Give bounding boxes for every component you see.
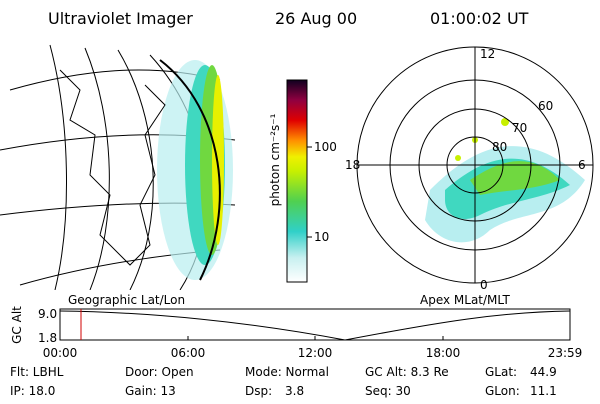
info: IP: 18.0	[10, 384, 55, 398]
lat-label: 70	[512, 121, 527, 135]
date: 26 Aug 00	[275, 9, 357, 28]
info: Gain: 13	[125, 384, 176, 398]
time: 01:00:02 UT	[430, 9, 529, 28]
alt-label: GC Alt	[10, 306, 24, 344]
mlt-label: 0	[480, 278, 488, 292]
caption: Geographic Lat/Lon	[68, 293, 185, 307]
info: GLat:	[485, 365, 517, 379]
info: Dsp:	[245, 384, 272, 398]
colorbar-tick: 10	[314, 230, 329, 244]
colorbar-label: photon cm⁻²s⁻¹	[268, 113, 282, 206]
info: Flt: LBHL	[10, 365, 64, 379]
lat-label: 60	[538, 99, 553, 113]
colorbar-tick: 100	[314, 140, 337, 154]
alt-tick: 9.0	[38, 307, 57, 321]
mlt-label: 6	[578, 158, 586, 172]
altitude-plot	[59, 308, 571, 341]
geographic-map	[0, 44, 236, 290]
footer: Flt: LBHL IP: 18.0 Door: Open Gain: 13 M…	[10, 365, 557, 398]
time-tick: 23:59	[548, 346, 583, 360]
alt-tick: 1.8	[38, 331, 57, 345]
colorbar	[286, 79, 308, 283]
info: GLon:	[485, 384, 520, 398]
info: 44.9	[530, 365, 557, 379]
time-tick: 18:00	[426, 346, 461, 360]
polar-plot	[356, 46, 594, 284]
title: Ultraviolet Imager	[48, 9, 193, 28]
mlt-label: 18	[345, 158, 360, 172]
info: Seq: 30	[365, 384, 411, 398]
mlt-label: 12	[480, 47, 495, 61]
info: 11.1	[530, 384, 557, 398]
time-tick: 06:00	[171, 346, 206, 360]
lat-label: 80	[492, 140, 507, 154]
time-tick: 00:00	[43, 346, 78, 360]
info: Mode: Normal	[245, 365, 329, 379]
caption: Apex MLat/MLT	[420, 293, 510, 307]
info: GC Alt: 8.3 Re	[365, 365, 449, 379]
info: 3.8	[285, 384, 304, 398]
time-tick: 12:00	[298, 346, 333, 360]
info: Door: Open	[125, 365, 194, 379]
